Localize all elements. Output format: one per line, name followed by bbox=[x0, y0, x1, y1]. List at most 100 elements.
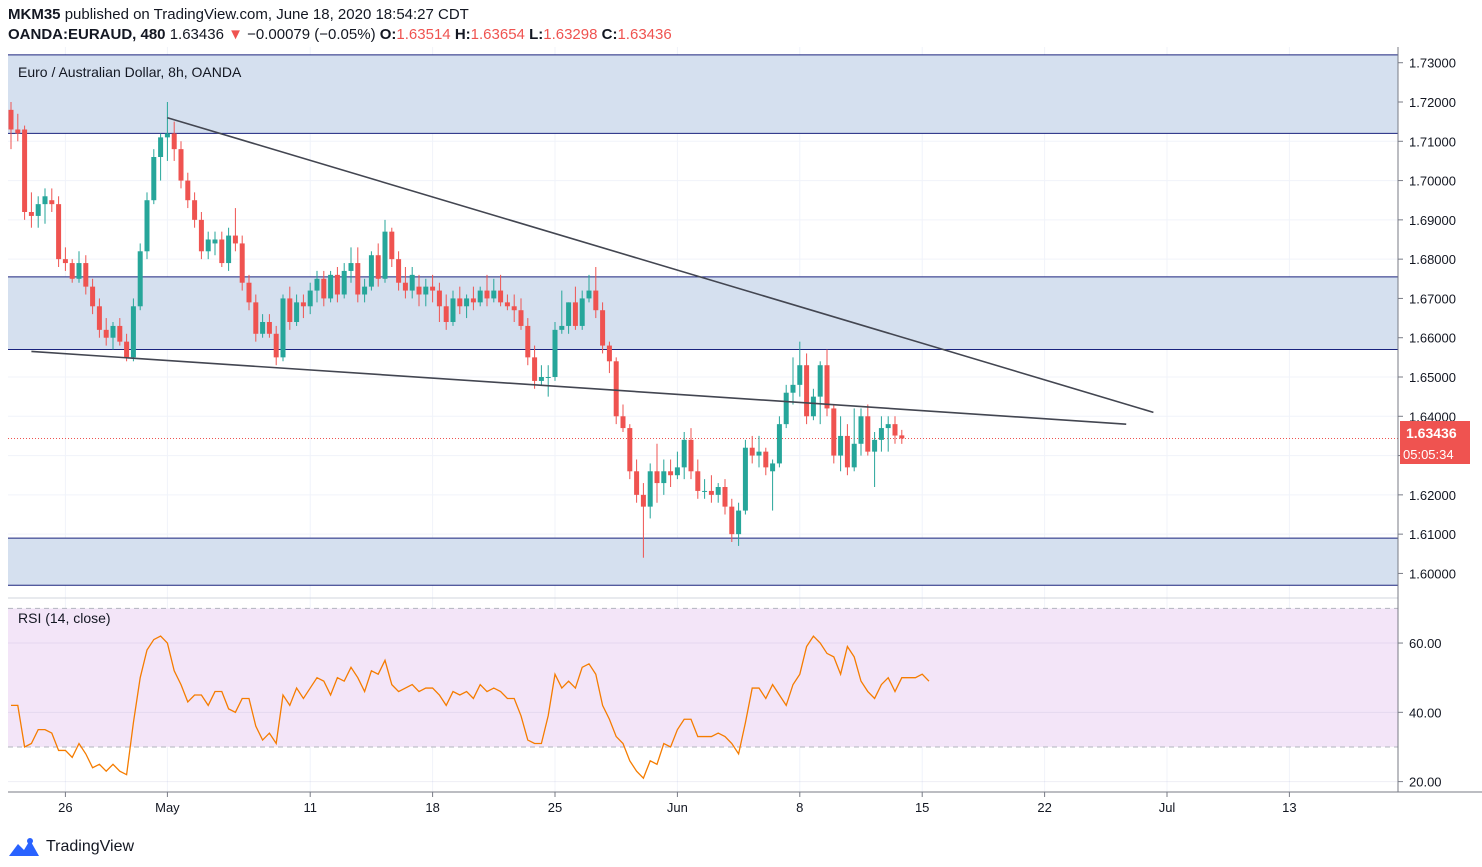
countdown-badge: 05:05:34 bbox=[1400, 444, 1470, 464]
candle-body bbox=[525, 325, 531, 358]
candle-body bbox=[668, 471, 674, 476]
candle-body bbox=[606, 345, 612, 362]
price-axis-label: 1.68000 bbox=[1409, 252, 1456, 267]
candle-body bbox=[892, 424, 898, 436]
candle-body bbox=[593, 290, 599, 311]
candle-body bbox=[566, 302, 572, 326]
candle-body bbox=[396, 259, 402, 283]
price-axis-label: 1.64000 bbox=[1409, 409, 1456, 424]
candle-body bbox=[674, 467, 680, 476]
candle-body bbox=[314, 278, 320, 291]
candle-body bbox=[613, 361, 619, 417]
candle-body bbox=[532, 357, 538, 381]
candle-body bbox=[443, 306, 449, 322]
candle-body bbox=[640, 494, 646, 507]
candle-body bbox=[56, 204, 62, 260]
candle-body bbox=[219, 239, 225, 264]
candle-body bbox=[151, 157, 157, 201]
candle-body bbox=[504, 302, 510, 307]
candle-body bbox=[273, 333, 279, 358]
down-arrow-icon: ▼ bbox=[228, 26, 243, 43]
candle-body bbox=[702, 490, 708, 492]
low-value: 1.63298 bbox=[543, 26, 598, 43]
time-axis-label: 11 bbox=[303, 800, 317, 815]
candle-body bbox=[409, 274, 415, 291]
open-label: O: bbox=[379, 26, 397, 43]
candle-body bbox=[416, 286, 422, 295]
candle-body bbox=[729, 506, 735, 535]
price-axis-label: 1.60000 bbox=[1409, 566, 1456, 581]
symbol-label[interactable]: OANDA:EURAUD, 480 bbox=[8, 26, 166, 43]
candle-body bbox=[627, 428, 633, 472]
candle-body bbox=[464, 298, 470, 307]
candle-body bbox=[708, 490, 714, 495]
candle-body bbox=[42, 196, 48, 205]
candle-body bbox=[436, 290, 442, 307]
candle-body bbox=[763, 451, 769, 468]
candle-body bbox=[776, 424, 782, 464]
rsi-pane bbox=[8, 607, 1398, 783]
candle-body bbox=[688, 439, 694, 472]
candle-body bbox=[287, 298, 293, 322]
time-axis-label: Jul bbox=[1159, 800, 1176, 815]
candle-body bbox=[498, 290, 504, 303]
candle-body bbox=[790, 384, 796, 393]
candle-body bbox=[375, 255, 381, 279]
candle-body bbox=[423, 286, 429, 295]
zone-fill bbox=[8, 54, 1398, 134]
candle-body bbox=[62, 259, 68, 264]
candle-body bbox=[885, 424, 891, 429]
price-axis-label: 1.71000 bbox=[1409, 134, 1456, 149]
candle-body bbox=[76, 263, 82, 279]
zone-fill bbox=[8, 538, 1398, 586]
candle-body bbox=[15, 129, 21, 134]
author-name[interactable]: MKM35 bbox=[8, 6, 61, 23]
zone-fill bbox=[8, 276, 1398, 350]
candle-body bbox=[334, 274, 340, 295]
candle-body bbox=[35, 204, 41, 216]
candle-body bbox=[600, 310, 606, 346]
candle-body bbox=[28, 212, 34, 216]
candlestick-series bbox=[8, 102, 905, 558]
candle-body bbox=[538, 377, 544, 381]
candle-body bbox=[647, 471, 653, 507]
candle-body bbox=[69, 263, 75, 279]
price-pane-legend[interactable]: Euro / Australian Dollar, 8h, OANDA bbox=[18, 64, 242, 80]
candle-body bbox=[49, 200, 55, 205]
time-axis-label: 8 bbox=[796, 800, 803, 815]
trendline bbox=[31, 350, 1127, 425]
candle-body bbox=[511, 306, 517, 311]
candle-body bbox=[817, 365, 823, 397]
price-axis-label: 1.69000 bbox=[1409, 213, 1456, 228]
candle-body bbox=[368, 255, 374, 287]
candle-body bbox=[124, 341, 130, 358]
candle-body bbox=[103, 329, 109, 338]
candle-body bbox=[450, 298, 456, 322]
candle-body bbox=[158, 137, 164, 157]
candle-body bbox=[307, 290, 313, 307]
candle-body bbox=[328, 274, 334, 299]
rsi-pane-legend[interactable]: RSI (14, close) bbox=[18, 610, 111, 626]
candle-body bbox=[783, 392, 789, 425]
candle-body bbox=[620, 416, 626, 429]
candle-body bbox=[137, 251, 143, 307]
candle-body bbox=[144, 200, 150, 252]
trendlines[interactable] bbox=[31, 116, 1154, 425]
candle-body bbox=[824, 365, 830, 409]
candle-body bbox=[695, 471, 701, 491]
candle-body bbox=[300, 302, 306, 307]
candle-body bbox=[246, 282, 252, 303]
candle-body bbox=[491, 290, 497, 299]
rsi-axis-label: 60.00 bbox=[1409, 636, 1442, 651]
candle-body bbox=[212, 239, 218, 244]
candle-body bbox=[559, 325, 565, 330]
rsi-band bbox=[8, 608, 1398, 747]
candle-body bbox=[858, 416, 864, 444]
candle-body bbox=[171, 133, 177, 150]
candle-body bbox=[470, 298, 476, 303]
candle-body bbox=[878, 428, 884, 440]
tradingview-brand[interactable]: TradingView bbox=[8, 834, 134, 860]
candle-body bbox=[239, 243, 245, 283]
candle-body bbox=[321, 278, 327, 299]
